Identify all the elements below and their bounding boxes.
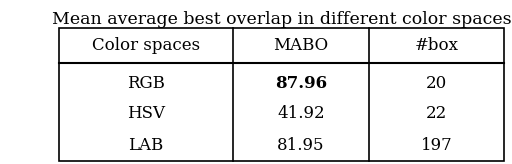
Text: MABO: MABO bbox=[273, 37, 328, 54]
Text: HSV: HSV bbox=[127, 105, 165, 123]
Text: Mean average best overlap in different color spaces: Mean average best overlap in different c… bbox=[52, 11, 511, 29]
Text: 87.96: 87.96 bbox=[275, 75, 327, 92]
Text: LAB: LAB bbox=[129, 137, 163, 154]
Text: 197: 197 bbox=[420, 137, 453, 154]
Text: 81.95: 81.95 bbox=[277, 137, 325, 154]
Bar bbox=[59, 28, 504, 161]
Text: #box: #box bbox=[415, 37, 458, 54]
Text: Color spaces: Color spaces bbox=[92, 37, 200, 54]
Text: RGB: RGB bbox=[127, 75, 165, 92]
Text: 22: 22 bbox=[426, 105, 447, 123]
Text: 20: 20 bbox=[426, 75, 447, 92]
Text: 41.92: 41.92 bbox=[277, 105, 325, 123]
